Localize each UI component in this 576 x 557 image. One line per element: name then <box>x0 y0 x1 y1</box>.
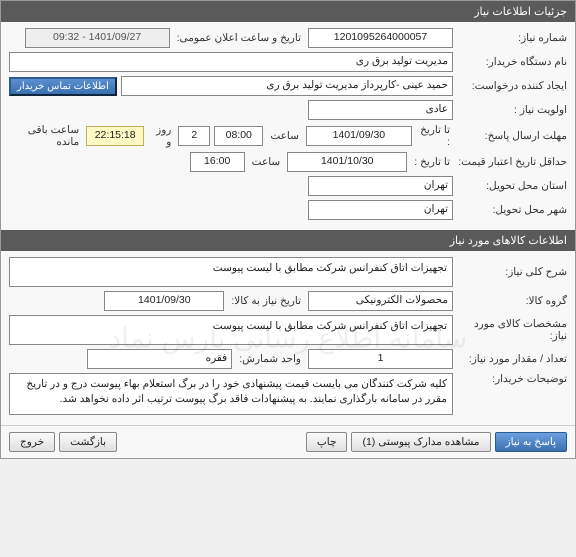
spacer <box>121 432 302 452</box>
label-unit: واحد شمارش: <box>236 353 304 365</box>
field-city: تهران <box>308 200 453 220</box>
label-hour-1: ساعت <box>267 130 302 142</box>
row-item-specs: مشخصات کالای مورد نیاز: تجهیزات اتاق کنف… <box>9 315 567 345</box>
goods-form: سامانه اطلاع رسانی پارس نماد شرح کلی نیا… <box>1 251 575 425</box>
reply-button[interactable]: پاسخ به نیاز <box>495 432 567 452</box>
label-item-specs: مشخصات کالای مورد نیاز: <box>457 318 567 342</box>
field-buyer-notes: کلیه شرکت کنندگان می بایست قیمت پیشنهادی… <box>9 373 453 415</box>
field-qty: 1 <box>308 349 453 369</box>
field-buyer-org: مدیریت تولید برق ری <box>9 52 453 72</box>
row-price-validity: حداقل تاریخ اعتبار قیمت: تا تاریخ : 1401… <box>9 152 567 172</box>
attachments-button[interactable]: مشاهده مدارک پیوستی (1) <box>351 432 490 452</box>
field-reply-time: 08:00 <box>214 126 263 146</box>
section-header-goods: اطلاعات کالاهای مورد نیاز <box>1 230 575 251</box>
label-requester: ایجاد کننده درخواست: <box>457 80 567 92</box>
row-buyer-org: نام دستگاه خریدار: مدیریت تولید برق ری <box>9 52 567 72</box>
section-title: جزئیات اطلاعات نیاز <box>474 6 567 18</box>
label-announce-dt: تاریخ و ساعت اعلان عمومی: <box>174 32 304 44</box>
field-province: تهران <box>308 176 453 196</box>
row-qty: تعداد / مقدار مورد نیاز: 1 واحد شمارش: ف… <box>9 349 567 369</box>
field-unit: فقره <box>87 349 232 369</box>
row-overall-desc: شرح کلی نیاز: تجهیزات اتاق کنفرانس شرکت … <box>9 257 567 287</box>
section-title-goods: اطلاعات کالاهای مورد نیاز <box>450 235 567 247</box>
field-overall-desc: تجهیزات اتاق کنفرانس شرکت مطابق با لیست … <box>9 257 453 287</box>
label-city: شهر محل تحویل: <box>457 204 567 216</box>
label-remaining: ساعت باقی مانده <box>9 124 82 148</box>
section-header-need: جزئیات اطلاعات نیاز <box>1 1 575 22</box>
label-price-validity: حداقل تاریخ اعتبار قیمت: <box>457 156 567 168</box>
field-need-number: 1201095264000057 <box>308 28 453 48</box>
label-goods-group: گروه کالا: <box>457 295 567 307</box>
label-need-number: شماره نیاز: <box>457 32 567 44</box>
label-need-by: تاریخ نیاز به کالا: <box>228 295 304 307</box>
field-announce-dt: 1401/09/27 - 09:32 <box>25 28 170 48</box>
contact-info-button[interactable]: اطلاعات تماس خریدار <box>9 77 117 96</box>
field-remaining-time: 22:15:18 <box>86 126 144 146</box>
label-buyer-org: نام دستگاه خریدار: <box>457 56 567 68</box>
label-reply-deadline: مهلت ارسال پاسخ: <box>457 130 567 142</box>
label-days-and: روز و <box>148 124 174 148</box>
label-to-date-1: تا تاریخ : <box>416 124 453 148</box>
field-price-time: 16:00 <box>190 152 245 172</box>
field-remaining-days: 2 <box>178 126 210 146</box>
row-buyer-notes: توضیحات خریدار: کلیه شرکت کنندگان می بای… <box>9 373 567 415</box>
label-qty: تعداد / مقدار مورد نیاز: <box>457 353 567 365</box>
field-priority: عادی <box>308 100 453 120</box>
row-province: استان محل تحویل: تهران <box>9 176 567 196</box>
row-goods-group: گروه کالا: محصولات الکترونیکی تاریخ نیاز… <box>9 291 567 311</box>
button-row: پاسخ به نیاز مشاهده مدارک پیوستی (1) چاپ… <box>1 425 575 458</box>
back-button[interactable]: بازگشت <box>59 432 117 452</box>
label-buyer-notes: توضیحات خریدار: <box>457 373 567 385</box>
field-requester: حمید عینی -کارپرداز مدیریت تولید برق ری <box>121 76 453 96</box>
label-to-date-2: تا تاریخ : <box>411 156 453 168</box>
exit-button[interactable]: خروج <box>9 432 55 452</box>
row-requester: ایجاد کننده درخواست: حمید عینی -کارپرداز… <box>9 76 567 96</box>
print-button[interactable]: چاپ <box>306 432 348 452</box>
need-form: شماره نیاز: 1201095264000057 تاریخ و ساع… <box>1 22 575 230</box>
row-city: شهر محل تحویل: تهران <box>9 200 567 220</box>
field-goods-group: محصولات الکترونیکی <box>308 291 453 311</box>
label-overall-desc: شرح کلی نیاز: <box>457 266 567 278</box>
label-hour-2: ساعت <box>249 156 284 168</box>
main-container: جزئیات اطلاعات نیاز شماره نیاز: 12010952… <box>0 0 576 459</box>
label-priority: اولویت نیاز : <box>457 104 567 116</box>
row-reply-deadline: مهلت ارسال پاسخ: تا تاریخ : 1401/09/30 س… <box>9 124 567 148</box>
field-price-date: 1401/10/30 <box>287 152 407 172</box>
field-need-by: 1401/09/30 <box>104 291 224 311</box>
field-reply-date: 1401/09/30 <box>306 126 412 146</box>
row-need-number: شماره نیاز: 1201095264000057 تاریخ و ساع… <box>9 28 567 48</box>
field-item-specs: تجهیزات اتاق کنفرانس شرکت مطابق با لیست … <box>9 315 453 345</box>
label-province: استان محل تحویل: <box>457 180 567 192</box>
row-priority: اولویت نیاز : عادی <box>9 100 567 120</box>
